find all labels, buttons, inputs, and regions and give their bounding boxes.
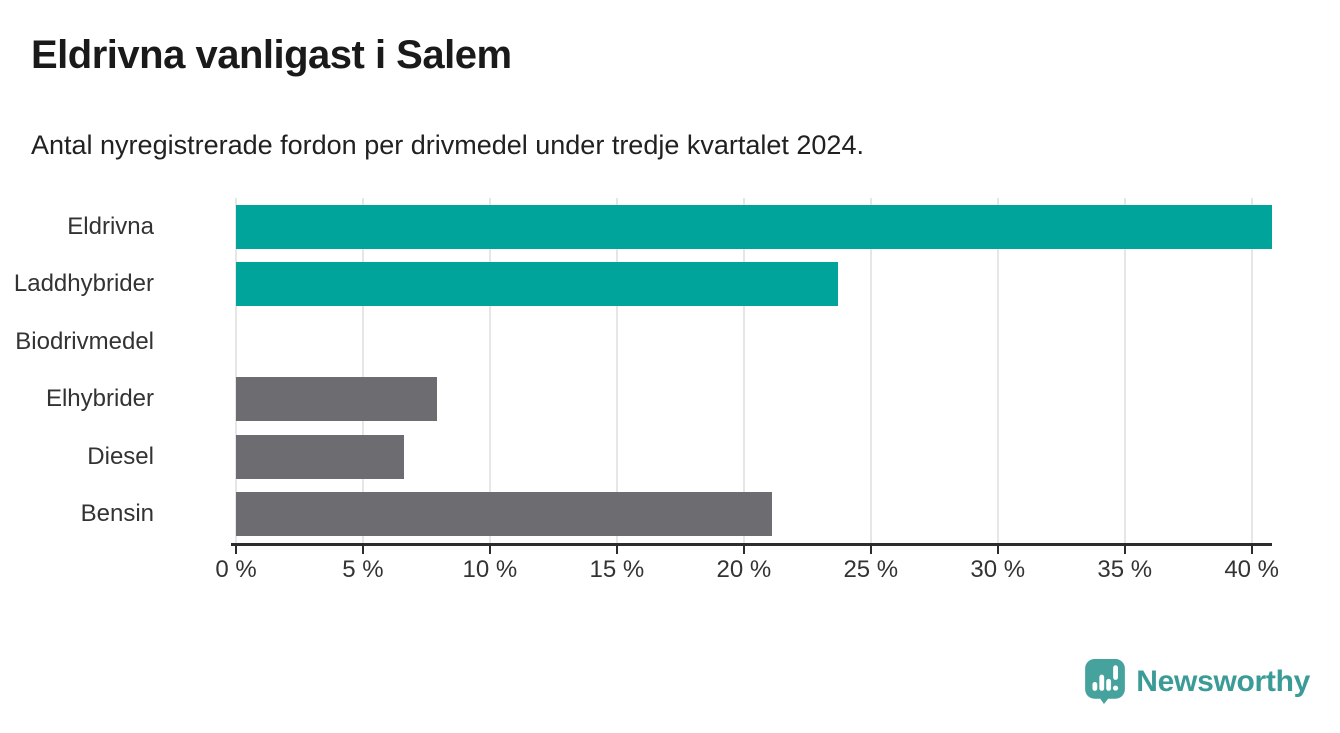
category-label-elhybrider: Elhybrider (45, 385, 154, 413)
tick-label-30: 30 % (970, 556, 1026, 583)
bar-laddhybrider (236, 262, 838, 306)
bar-chart-speech-bubble-icon (1085, 659, 1126, 704)
gridline-0 (235, 198, 237, 543)
tick-mark-25 (869, 545, 872, 554)
tick-label-5: 5 % (342, 556, 384, 583)
bar-row-laddhybrider: Laddhybrider (14, 256, 1272, 314)
bar-bensin (236, 492, 772, 536)
gridline-10 (488, 198, 491, 543)
bar-eldrivna (236, 204, 1272, 249)
bar-chart: Eldrivna Laddhybrider Biodrivmedel Elhybrid… (14, 198, 1279, 583)
bar-row-eldrivna: Eldrivna (67, 198, 1272, 256)
tick-mark-20 (742, 545, 745, 554)
gridline-30 (996, 198, 999, 543)
tick-mark-35 (1123, 545, 1126, 554)
gridline-20 (742, 198, 745, 543)
category-label-laddhybrider: Laddhybrider (13, 270, 154, 298)
brand-name: Newsworthy (1136, 665, 1310, 698)
bar-row-bensin: Bensin (81, 486, 1272, 544)
tick-mark-0 (235, 545, 237, 554)
gridline-35 (1123, 198, 1126, 543)
newsworthy-logo: Newsworthy (1085, 659, 1310, 705)
tick-mark-40 (1250, 545, 1253, 554)
tick-label-40: 40 % (1224, 556, 1280, 583)
category-label-eldrivna: Eldrivna (67, 212, 154, 240)
gridline-15 (615, 198, 618, 543)
tick-mark-10 (488, 545, 491, 554)
page-title: Eldrivna vanligast i Salem (31, 33, 512, 77)
tick-label-15: 15 % (589, 556, 645, 583)
tick-label-35: 35 % (1097, 556, 1153, 583)
x-axis-line (231, 543, 1272, 546)
category-label-diesel: Diesel (87, 442, 154, 470)
tick-label-25: 25 % (843, 556, 899, 583)
tick-label-0: 0 % (215, 556, 257, 583)
gridline-40 (1250, 198, 1253, 543)
bar-row-diesel: Diesel (87, 428, 1272, 486)
tick-label-10: 10 % (462, 556, 518, 583)
gridline-25 (869, 198, 872, 543)
tick-mark-5 (361, 545, 364, 554)
tick-label-20: 20 % (716, 556, 772, 583)
category-label-bensin: Bensin (80, 500, 154, 528)
bar-diesel (236, 434, 404, 479)
bar-row-elhybrider: Elhybrider (46, 371, 1272, 429)
gridline-5 (361, 198, 364, 543)
bar-row-biodrivmedel: Biodrivmedel (15, 313, 1272, 371)
tick-mark-15 (615, 545, 618, 554)
tick-mark-30 (996, 545, 999, 554)
page-subtitle: Antal nyregistrerade fordon per drivmede… (31, 130, 864, 160)
category-label-biodrivmedel: Biodrivmedel (15, 327, 154, 355)
bar-elhybrider (236, 377, 437, 421)
